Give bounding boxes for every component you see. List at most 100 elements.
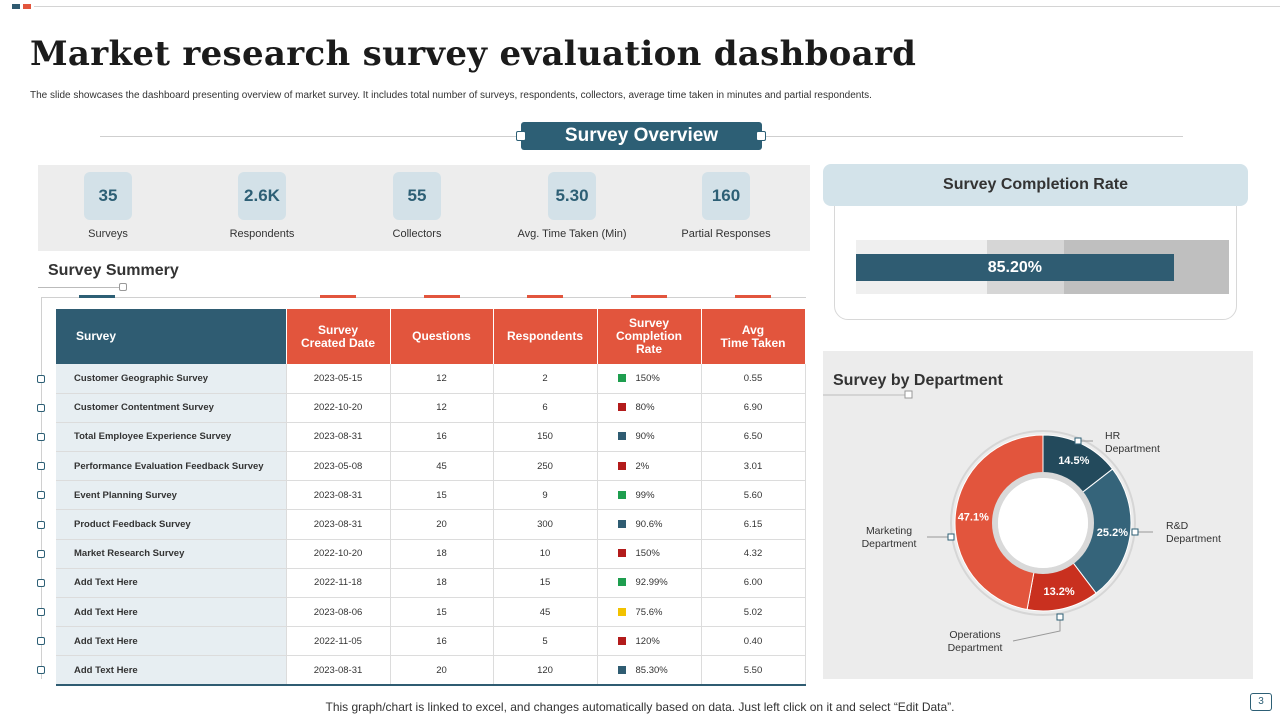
table-body: Customer Geographic Survey 2023-05-15 12 2 1… [56,364,806,687]
table-row: Customer Geographic Survey 2023-05-15 12 2 1… [56,364,806,394]
kpi-partial-responses: 160 Partial Responses [656,165,796,251]
resize-handle[interactable] [516,131,526,141]
callout-marker [1131,528,1139,536]
row-handle[interactable] [37,432,45,441]
cell-created-date-text: 2023-08-31 [313,519,363,531]
cell-survey: Add Text Here [56,568,287,599]
kpi-collectors: 55 Collectors [347,165,487,251]
top-accent-dark [12,4,20,9]
cell-questions: 20 [390,655,494,687]
cell-completion-rate-text: 80% [635,402,655,414]
slice-value-label: 25.2% [1097,527,1128,539]
cell-avg-time: 6.50 [701,422,806,453]
cell-completion-rate-text: 92.99% [635,577,668,589]
cell-avg-time-text: 4.32 [743,548,763,560]
kpi-surveys: 35 Surveys [38,165,178,251]
row-handle[interactable] [37,403,45,412]
cell-survey: Total Employee Experience Survey [56,422,287,453]
cell-avg-time: 0.55 [701,364,806,394]
cell-avg-time: 6.15 [701,509,806,540]
cell-respondents-text: 120 [537,664,553,676]
table-row: Add Text Here 2023-08-31 20 120 85.30% 5.50 [56,655,806,687]
cell-avg-time: 6.00 [701,568,806,599]
slice-value-label: 13.2% [1044,586,1075,598]
cell-respondents: 300 [493,509,598,540]
cell-survey: Customer Geographic Survey [56,364,287,394]
cell-created-date: 2023-08-31 [286,480,391,511]
row-handle[interactable] [37,666,45,675]
cell-respondents: 6 [493,393,598,423]
row-handle[interactable] [37,491,45,500]
row-handle[interactable] [37,608,45,617]
cell-respondents-text: 6 [542,402,548,414]
survey-summary-table: Survey Survey Created Date Questions Resp… [56,309,806,687]
completion-bar: 85.20% [856,254,1174,281]
status-indicator [617,403,626,412]
column-marker [631,295,667,298]
cell-completion-rate-text: 2% [635,460,650,472]
table-row: Customer Contentment Survey 2022-10-20 12 6… [56,393,806,423]
cell-survey: Add Text Here [56,655,287,687]
cell-questions-text: 20 [436,664,447,676]
cell-avg-time-text: 5.50 [743,664,763,676]
cell-survey: Performance Evaluation Feedback Survey [56,451,287,482]
cell-completion-rate: 150% [597,364,702,394]
cell-respondents: 2 [493,364,598,394]
column-header: Avg Time Taken [701,309,806,364]
kpi-respondents: 2.6K Respondents [192,165,332,251]
cell-avg-time: 5.02 [701,597,806,628]
cell-survey-text: Add Text Here [74,664,138,676]
summary-title-rule [38,287,123,288]
row-handle[interactable] [37,578,45,587]
resize-handle[interactable] [756,131,766,141]
table-frame [41,297,42,679]
cell-questions-text: 15 [436,606,447,618]
cell-avg-time: 5.60 [701,480,806,511]
kpi-label: Collectors [392,228,442,240]
page-subtitle: The slide showcases the dashboard presen… [30,90,872,101]
cell-avg-time: 6.90 [701,393,806,423]
table-frame [41,297,806,298]
page-title: Market research survey evaluation dashbo… [30,34,917,74]
slice-value-label: 14.5% [1058,455,1089,467]
table-row: Product Feedback Survey 2023-08-31 20 300 90… [56,509,806,540]
cell-survey: Event Planning Survey [56,480,287,511]
kpi-label: Respondents [229,228,295,240]
kpi-value: 35 [84,172,132,220]
cell-created-date: 2023-08-31 [286,509,391,540]
callout-marker [1074,437,1082,445]
category-label: Department [862,538,917,550]
resize-handle[interactable] [119,283,127,291]
cell-created-date: 2023-08-06 [286,597,391,628]
row-handle[interactable] [37,549,45,558]
cell-respondents: 45 [493,597,598,628]
cell-created-date-text: 2022-11-05 [314,635,362,647]
column-marker [424,295,460,298]
category-label: Department [1166,533,1221,545]
cell-respondents: 10 [493,539,598,569]
category-label: R&D [1166,520,1189,532]
cell-survey: Add Text Here [56,597,287,628]
status-indicator [617,373,626,382]
row-handle[interactable] [37,637,45,646]
row-handle[interactable] [37,520,45,529]
column-marker [79,295,115,298]
cell-survey-text: Product Feedback Survey [74,519,191,531]
column-header: Survey Completion Rate [597,309,702,364]
row-handle[interactable] [37,462,45,471]
row-handle[interactable] [37,374,45,383]
status-indicator [617,578,626,587]
cell-completion-rate-text: 150% [635,372,660,384]
table-header-row: Survey Survey Created Date Questions Resp… [56,309,806,364]
cell-respondents-text: 10 [539,548,551,560]
cell-questions-text: 45 [436,460,447,472]
cell-questions-text: 18 [436,548,447,560]
cell-completion-rate-text: 99% [635,489,655,501]
slice-value-label: 47.1% [958,512,989,524]
cell-questions: 18 [390,568,494,599]
column-marker [320,295,356,298]
kpi-label: Partial Responses [681,228,771,240]
top-rule [34,6,1280,7]
cell-questions-text: 15 [436,489,447,501]
cell-respondents-text: 15 [539,577,551,589]
